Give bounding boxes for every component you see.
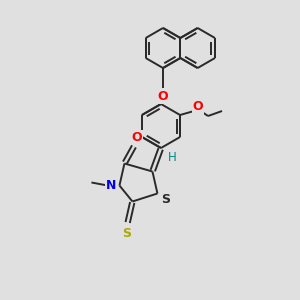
Text: H: H — [168, 151, 177, 164]
Text: O: O — [131, 131, 142, 144]
Text: N: N — [106, 179, 117, 192]
Text: O: O — [158, 89, 168, 103]
Text: O: O — [193, 100, 203, 113]
Text: S: S — [161, 193, 170, 206]
Text: S: S — [122, 227, 131, 240]
